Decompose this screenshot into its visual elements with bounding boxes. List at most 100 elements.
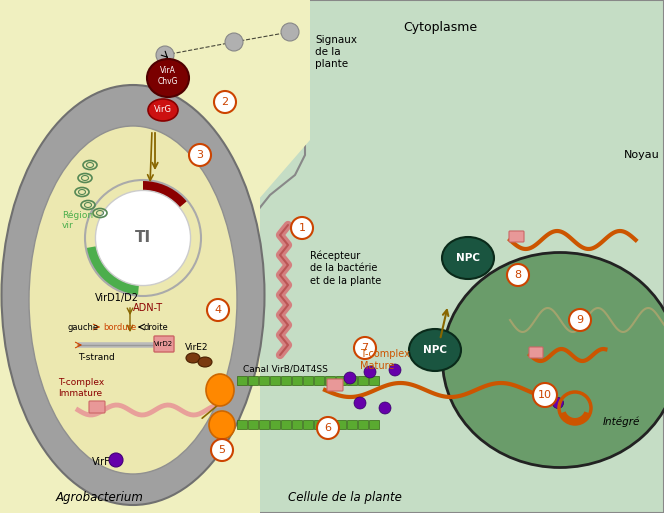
Circle shape [364,366,376,378]
FancyBboxPatch shape [270,420,280,429]
Ellipse shape [198,357,212,367]
Wedge shape [143,180,187,238]
Ellipse shape [1,85,264,505]
FancyBboxPatch shape [327,379,343,391]
FancyBboxPatch shape [347,376,357,385]
FancyBboxPatch shape [0,0,260,513]
Ellipse shape [147,59,189,97]
Ellipse shape [148,99,178,121]
FancyBboxPatch shape [336,376,346,385]
Ellipse shape [29,126,237,474]
Text: Noyau: Noyau [624,150,660,160]
Circle shape [156,46,174,64]
FancyBboxPatch shape [248,376,258,385]
FancyBboxPatch shape [369,420,379,429]
FancyBboxPatch shape [237,376,247,385]
Text: ADN-T: ADN-T [133,303,163,313]
Circle shape [96,190,191,286]
Text: VirG: VirG [154,106,172,114]
Circle shape [211,439,233,461]
Ellipse shape [209,411,235,439]
FancyBboxPatch shape [529,347,543,358]
Wedge shape [86,238,143,296]
Text: VirE2: VirE2 [185,343,208,351]
Text: 4: 4 [214,305,222,315]
FancyBboxPatch shape [509,231,524,242]
Ellipse shape [442,252,664,467]
Circle shape [214,91,236,113]
Ellipse shape [186,353,200,363]
Circle shape [389,364,401,376]
Text: 6: 6 [325,423,331,433]
Circle shape [291,217,313,239]
Text: 10: 10 [538,390,552,400]
Text: 9: 9 [576,315,584,325]
Text: 3: 3 [197,150,203,160]
Text: Intégré: Intégré [603,417,640,427]
FancyBboxPatch shape [347,420,357,429]
FancyBboxPatch shape [281,376,291,385]
Text: gauche: gauche [68,323,99,331]
FancyBboxPatch shape [270,376,280,385]
Text: bordure: bordure [103,323,136,331]
FancyBboxPatch shape [292,376,302,385]
FancyBboxPatch shape [89,401,105,413]
Circle shape [225,33,243,51]
FancyBboxPatch shape [259,376,269,385]
Text: 8: 8 [515,270,521,280]
Text: Agrobacterium: Agrobacterium [56,491,144,504]
Text: T-strand: T-strand [78,353,115,362]
Polygon shape [258,0,664,513]
Text: Cytoplasme: Cytoplasme [403,22,477,34]
Circle shape [109,453,123,467]
FancyBboxPatch shape [248,420,258,429]
FancyBboxPatch shape [303,420,313,429]
Text: VirD1/D2: VirD1/D2 [95,293,139,303]
FancyBboxPatch shape [303,376,313,385]
Polygon shape [258,0,310,200]
Circle shape [379,402,391,414]
FancyBboxPatch shape [292,420,302,429]
Text: Canal VirB/D4T4SS: Canal VirB/D4T4SS [242,364,327,373]
FancyBboxPatch shape [314,420,324,429]
Ellipse shape [206,374,234,406]
Text: Récepteur
de la bactérie
et de la plante: Récepteur de la bactérie et de la plante [310,250,381,286]
Circle shape [354,397,366,409]
Text: TI: TI [135,230,151,246]
Text: droite: droite [143,323,168,331]
Text: 7: 7 [361,343,369,353]
FancyBboxPatch shape [314,376,324,385]
Text: NPC: NPC [456,253,480,263]
Text: 1: 1 [299,223,305,233]
Text: Région
vir: Région vir [62,210,93,230]
Circle shape [569,309,591,331]
Circle shape [533,383,557,407]
Text: T-complex
Mature: T-complex Mature [360,349,410,371]
Circle shape [552,398,564,408]
FancyBboxPatch shape [259,420,269,429]
Text: 2: 2 [221,97,228,107]
Text: NPC: NPC [423,345,447,355]
FancyBboxPatch shape [358,376,368,385]
Circle shape [354,337,376,359]
Circle shape [317,417,339,439]
Text: VirD2: VirD2 [155,341,173,347]
PathPatch shape [258,0,664,513]
FancyBboxPatch shape [369,376,379,385]
Circle shape [189,144,211,166]
Circle shape [539,385,550,396]
Text: Signaux
de la
plante: Signaux de la plante [315,35,357,69]
Circle shape [565,398,585,418]
FancyBboxPatch shape [336,420,346,429]
FancyBboxPatch shape [325,376,335,385]
Ellipse shape [409,329,461,371]
Circle shape [344,372,356,384]
Ellipse shape [442,237,494,279]
Wedge shape [560,408,590,424]
FancyBboxPatch shape [325,420,335,429]
FancyBboxPatch shape [281,420,291,429]
Circle shape [507,264,529,286]
Circle shape [207,299,229,321]
FancyBboxPatch shape [358,420,368,429]
Circle shape [281,23,299,41]
